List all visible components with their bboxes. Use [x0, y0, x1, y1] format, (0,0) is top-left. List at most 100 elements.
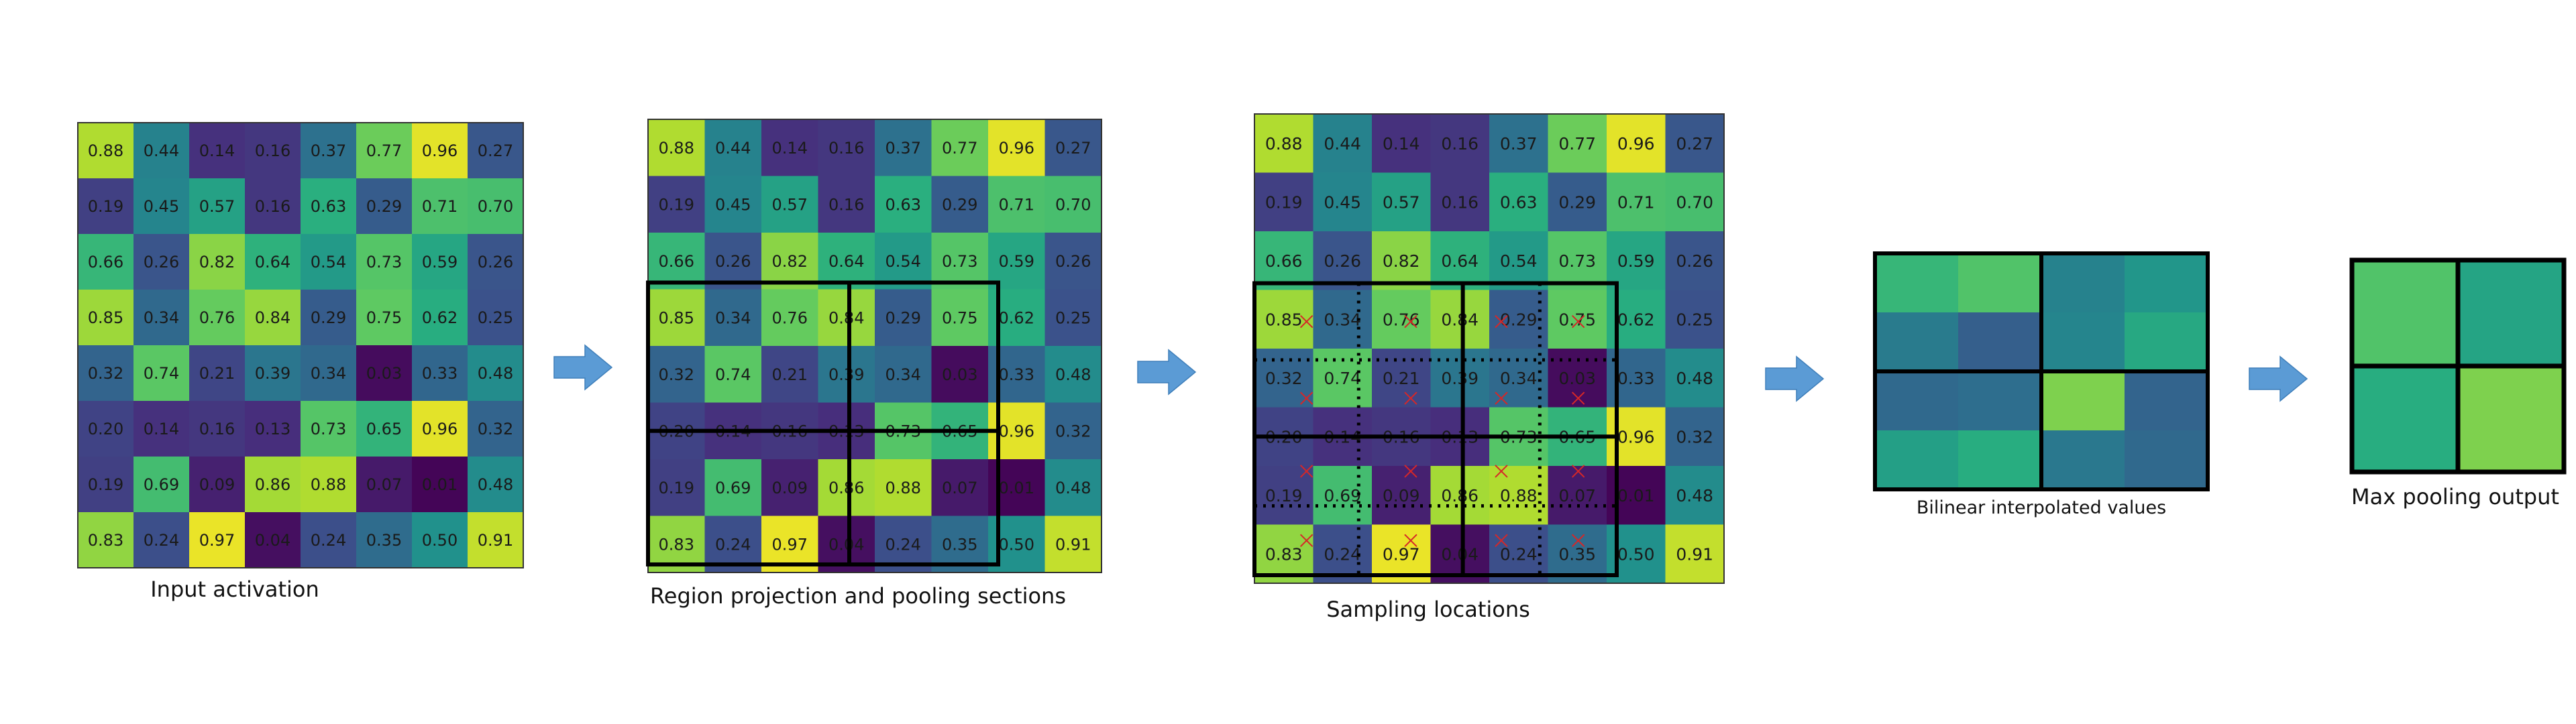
input-activation-caption: Input activation: [150, 577, 319, 602]
cell-value: 0.97: [1383, 544, 1420, 564]
cell-value: 0.39: [1441, 369, 1479, 388]
cell-value: 0.85: [659, 308, 694, 327]
cell-value: 0.21: [1383, 369, 1420, 388]
cell-value: 0.29: [311, 308, 346, 327]
bilinear-values-caption: Bilinear interpolated values: [1917, 497, 2166, 518]
bilinear-cell: [1875, 253, 1959, 313]
cell-value: 0.03: [942, 365, 977, 384]
cell-value: 0.20: [88, 420, 123, 438]
bilinear-cell: [2125, 312, 2208, 372]
cell-value: 0.24: [1324, 544, 1361, 564]
bilinear-cell: [1958, 253, 2042, 313]
cell-value: 0.85: [88, 308, 123, 327]
cell-value: 0.45: [1324, 192, 1361, 212]
cell-value: 0.26: [1055, 252, 1091, 271]
right-arrow-icon: [1766, 357, 1823, 401]
cell-value: 0.35: [942, 535, 977, 554]
cell-value: 0.88: [1265, 134, 1303, 154]
cell-value: 0.57: [1383, 192, 1420, 212]
cell-value: 0.66: [1265, 251, 1303, 271]
cell-value: 0.77: [1558, 134, 1596, 154]
cell-value: 0.16: [255, 197, 290, 216]
bilinear-cell: [2125, 253, 2208, 313]
cell-value: 0.29: [942, 195, 977, 214]
cell-value: 0.63: [1500, 192, 1538, 212]
cell-value: 0.77: [366, 141, 402, 160]
cell-value: 0.73: [366, 253, 402, 272]
cell-value: 0.96: [1617, 427, 1655, 446]
cell-value: 0.85: [1265, 310, 1303, 329]
cell-value: 0.35: [1558, 544, 1596, 564]
cell-value: 0.29: [885, 308, 921, 327]
max-pooling-caption: Max pooling output: [2351, 484, 2559, 509]
maxpool-cell: [2352, 366, 2459, 473]
cell-value: 0.76: [1383, 310, 1420, 329]
cell-value: 0.54: [885, 252, 921, 271]
cell-value: 0.74: [715, 365, 751, 384]
cell-value: 0.63: [311, 197, 346, 216]
cell-value: 0.13: [255, 420, 290, 438]
cell-value: 0.63: [885, 195, 921, 214]
cell-value: 0.34: [715, 308, 751, 327]
cell-value: 0.69: [715, 479, 751, 497]
cell-value: 0.82: [1383, 251, 1420, 271]
cell-value: 0.45: [144, 197, 179, 216]
cell-value: 0.27: [1676, 134, 1713, 154]
cell-value: 0.75: [366, 308, 402, 327]
cell-value: 0.29: [1558, 192, 1596, 212]
cell-value: 0.19: [659, 195, 694, 214]
cell-value: 0.04: [255, 531, 290, 550]
maxpool-cell: [2458, 366, 2565, 473]
cell-value: 0.26: [715, 252, 751, 271]
cell-value: 0.59: [1617, 251, 1655, 271]
cell-value: 0.91: [1676, 544, 1713, 564]
cell-value: 0.34: [885, 365, 921, 384]
cell-value: 0.26: [1324, 251, 1361, 271]
cell-value: 0.76: [772, 308, 808, 327]
cell-value: 0.75: [942, 308, 977, 327]
cell-value: 0.07: [1558, 486, 1596, 505]
bilinear-cell: [2041, 312, 2125, 372]
bilinear-cell: [2041, 430, 2125, 490]
cell-value: 0.70: [1055, 195, 1091, 214]
sampling-locations-panel: 0.880.440.140.160.370.770.960.270.190.45…: [1254, 114, 1725, 584]
bilinear-cell: [1875, 312, 1959, 372]
cell-value: 0.88: [88, 141, 123, 160]
cell-value: 0.96: [1617, 134, 1655, 154]
cell-value: 0.19: [659, 479, 694, 497]
cell-value: 0.44: [715, 139, 751, 158]
right-arrow-icon: [1138, 350, 1195, 394]
cell-value: 0.32: [478, 420, 513, 438]
cell-value: 0.57: [772, 195, 808, 214]
cell-value: 0.88: [311, 475, 346, 494]
input-activation-panel: 0.880.440.140.160.370.770.960.270.190.45…: [78, 123, 524, 568]
max-pooling-panel: [2352, 260, 2565, 473]
cell-value: 0.83: [659, 535, 694, 554]
cell-value: 0.34: [144, 308, 179, 327]
cell-value: 0.86: [255, 475, 290, 494]
cell-value: 0.04: [828, 535, 864, 554]
bilinear-values-panel: [1875, 253, 2208, 490]
cell-value: 0.24: [144, 531, 179, 550]
cell-value: 0.37: [885, 139, 921, 158]
cell-value: 0.84: [1441, 310, 1479, 329]
cell-value: 0.65: [366, 420, 402, 438]
cell-value: 0.83: [88, 531, 123, 550]
cell-value: 0.14: [772, 139, 808, 158]
cell-value: 0.96: [999, 422, 1034, 440]
cell-value: 0.14: [144, 420, 179, 438]
cell-value: 0.70: [478, 197, 513, 216]
cell-value: 0.76: [199, 308, 235, 327]
cell-value: 0.71: [1617, 192, 1655, 212]
cell-value: 0.71: [422, 197, 458, 216]
cell-value: 0.24: [311, 531, 346, 550]
cell-value: 0.19: [1265, 486, 1303, 505]
cell-value: 0.96: [422, 141, 458, 160]
cell-value: 0.33: [1617, 369, 1655, 388]
cell-value: 0.44: [144, 141, 179, 160]
cell-value: 0.32: [1676, 427, 1713, 446]
cell-value: 0.24: [715, 535, 751, 554]
cell-value: 0.62: [422, 308, 458, 327]
cell-value: 0.32: [659, 365, 694, 384]
bilinear-cell: [1958, 312, 2042, 372]
